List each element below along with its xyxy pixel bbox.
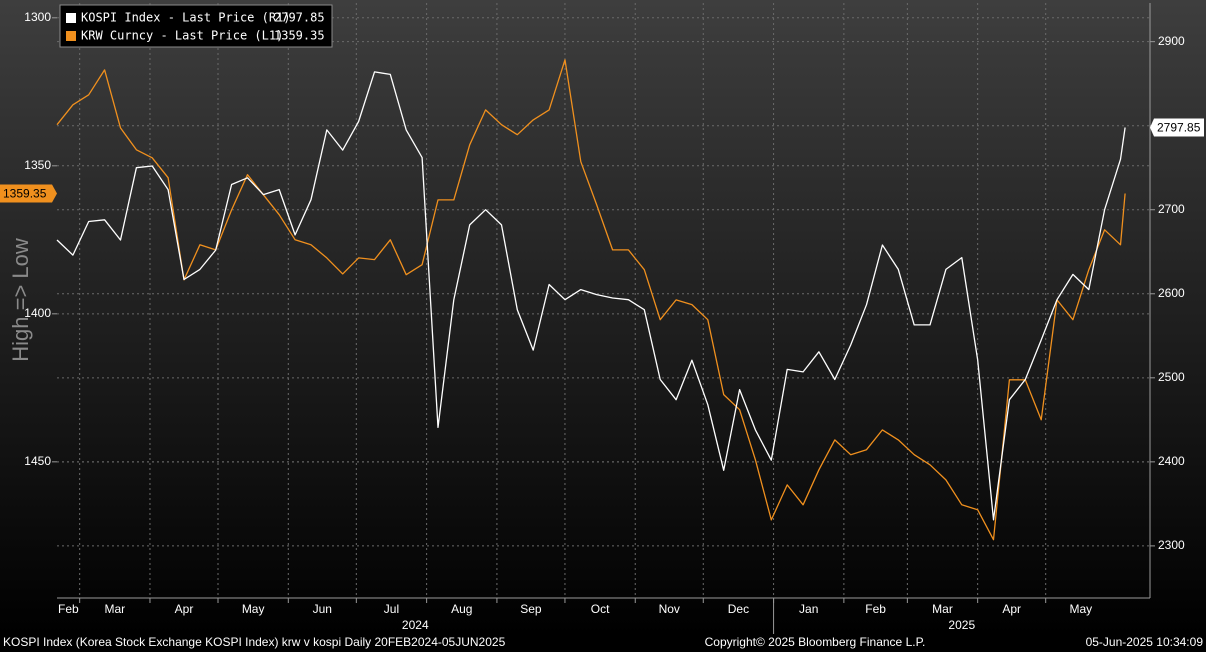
y-tick-label: 1450: [24, 454, 51, 468]
x-tick-label: Jun: [313, 602, 332, 616]
y-axis-label: High => Low: [8, 238, 33, 362]
x-tick-label: Jul: [384, 602, 399, 616]
series-line: [56, 59, 1126, 541]
last-value-badge: [0, 184, 57, 203]
footer-right: 05-Jun-2025 10:34:09: [1086, 635, 1204, 649]
x-tick-label: Apr: [1002, 602, 1021, 616]
legend-label: KOSPI Index - Last Price (R1): [81, 11, 291, 25]
x-tick-label: Apr: [175, 602, 194, 616]
y2-tick-label: 2400: [1158, 454, 1185, 468]
last-value-label: 2797.85: [1157, 121, 1201, 135]
last-value-badge: [1150, 118, 1204, 137]
x-tick-label: Feb: [865, 602, 886, 616]
x-tick-label: Jan: [799, 602, 818, 616]
legend-label: KRW Curncy - Last Price (L1): [81, 29, 283, 43]
footer-center: Copyright© 2025 Bloomberg Finance L.P.: [705, 635, 926, 649]
last-value-label: 1359.35: [3, 187, 47, 201]
legend-value: 2797.85: [274, 11, 325, 25]
year-label: 2024: [402, 618, 429, 632]
legend-swatch: [66, 31, 76, 41]
x-tick-label: May: [1070, 602, 1093, 616]
legend-box: [59, 4, 333, 48]
x-tick-label: Nov: [659, 602, 680, 616]
x-tick-label: Mar: [932, 602, 953, 616]
y-tick-label: 1300: [24, 10, 51, 24]
year-label: 2025: [948, 618, 975, 632]
y2-tick-label: 2700: [1158, 202, 1185, 216]
y2-tick-label: 2500: [1158, 370, 1185, 384]
legend: KOSPI Index - Last Price (R1)2797.85 KRW …: [59, 4, 333, 48]
legend-value: 1359.35: [274, 29, 325, 43]
x-tick-label: Feb: [58, 602, 79, 616]
footer-left: KOSPI Index (Korea Stock Exchange KOSPI …: [3, 635, 506, 649]
footer-bar: [0, 636, 1206, 652]
y2-tick-label: 2300: [1158, 538, 1185, 552]
x-tick-label: May: [242, 602, 265, 616]
x-tick-label: Dec: [728, 602, 749, 616]
x-tick-label: Oct: [591, 602, 610, 616]
series-line: [56, 71, 1126, 521]
y-tick-label: 1350: [24, 158, 51, 172]
y2-tick-label: 2600: [1158, 286, 1185, 300]
x-tick-label: Mar: [104, 602, 125, 616]
y-tick-label: 1400: [24, 306, 51, 320]
legend-swatch: [66, 13, 76, 23]
x-tick-label: Sep: [520, 602, 542, 616]
background: [0, 0, 1206, 636]
y2-tick-label: 2900: [1158, 34, 1185, 48]
x-tick-label: Aug: [451, 602, 472, 616]
